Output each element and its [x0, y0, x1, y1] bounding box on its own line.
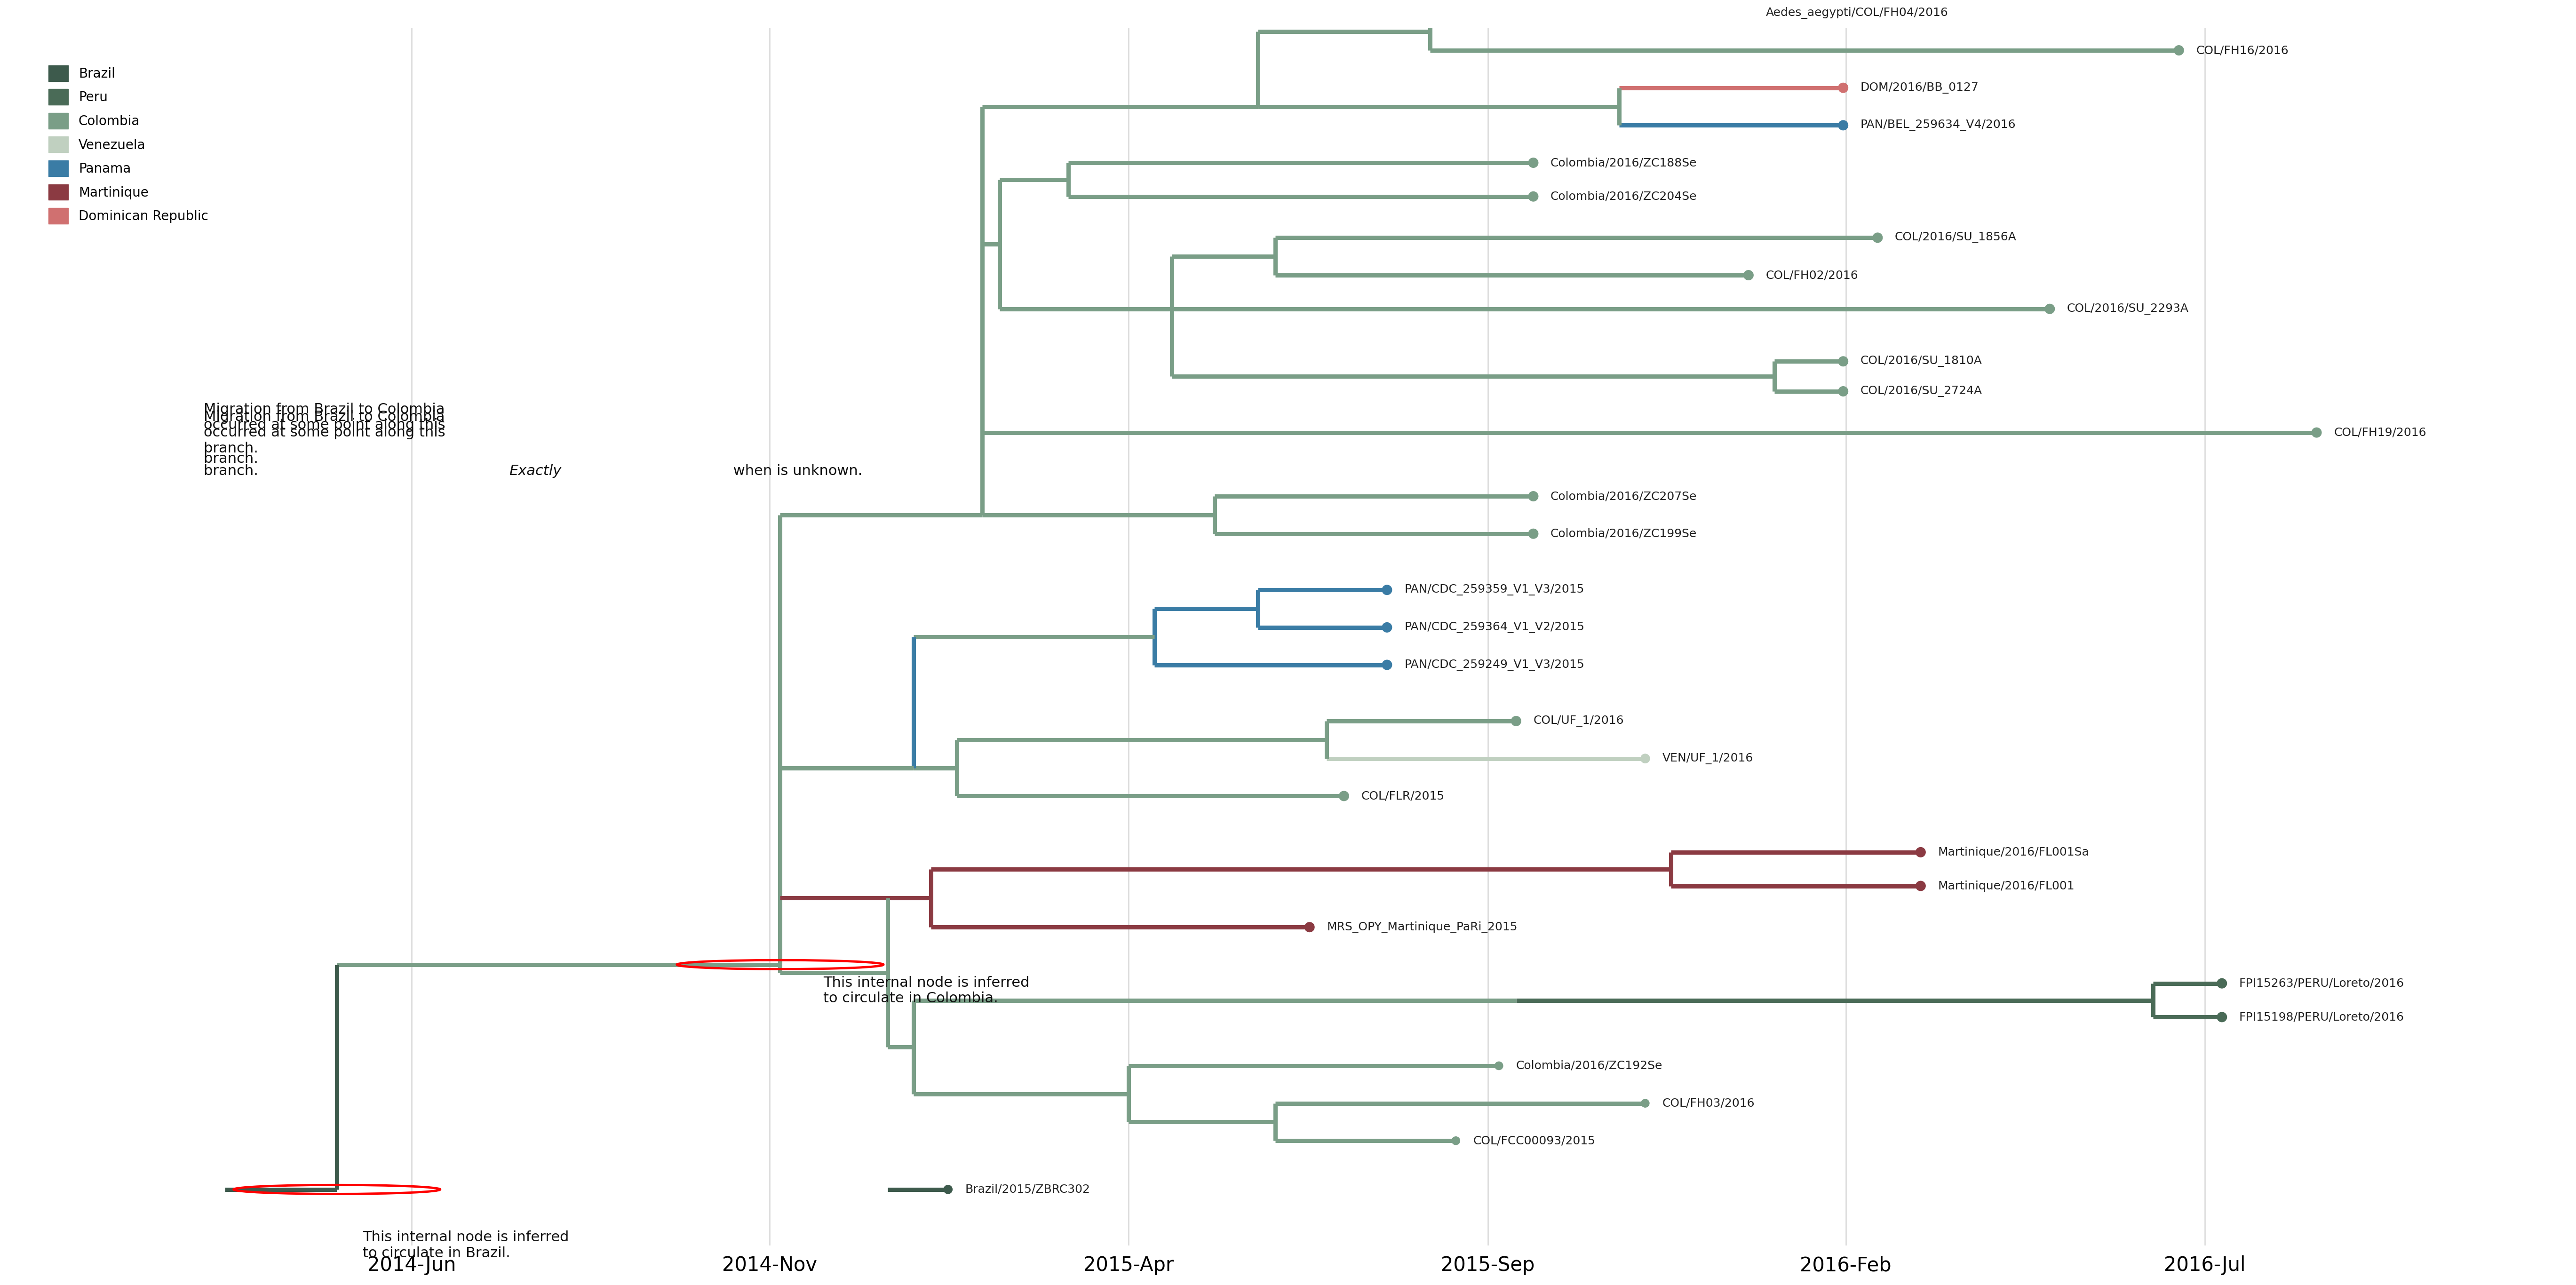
Point [1824, 382, 1865, 402]
Point [1857, 227, 1899, 248]
Text: branch.: branch. [204, 464, 263, 478]
Point [1824, 114, 1865, 135]
Text: FPI15263/PERU/Loreto/2016: FPI15263/PERU/Loreto/2016 [2239, 978, 2403, 989]
Text: Colombia/2016/ZC192Se: Colombia/2016/ZC192Se [1517, 1060, 1662, 1072]
Legend: Brazil, Peru, Colombia, Venezuela, Panama, Martinique, Dominican Republic: Brazil, Peru, Colombia, Venezuela, Panam… [41, 59, 214, 230]
Point [1512, 523, 1553, 544]
Text: VEN/UF_1/2016: VEN/UF_1/2016 [1662, 753, 1754, 765]
Text: COL/2016/SU_1856A: COL/2016/SU_1856A [1896, 233, 2017, 243]
Text: COL/2016/SU_2724A: COL/2016/SU_2724A [1860, 386, 1984, 397]
Text: Colombia/2016/ZC204Se: Colombia/2016/ZC204Se [1551, 191, 1698, 202]
Text: Migration from Brazil to Colombia
occurred at some point along this: Migration from Brazil to Colombia occurr… [204, 402, 446, 432]
Text: COL/FCC00093/2015: COL/FCC00093/2015 [1473, 1135, 1595, 1146]
Point [927, 1180, 969, 1200]
Point [1824, 351, 1865, 371]
Text: COL/FH16/2016: COL/FH16/2016 [2197, 45, 2287, 57]
Point [1288, 917, 1329, 938]
Point [1512, 486, 1553, 506]
Text: Migration from Brazil to Colombia
occurred at some point along this
branch.: Migration from Brazil to Colombia occurr… [204, 410, 446, 455]
Text: Martinique/2016/FL001Sa: Martinique/2016/FL001Sa [1937, 847, 2089, 858]
Text: DOM/2016/BB_0127: DOM/2016/BB_0127 [1860, 82, 1978, 94]
Text: This internal node is inferred
to circulate in Brazil.: This internal node is inferred to circul… [363, 1231, 569, 1261]
Point [1497, 711, 1538, 731]
Text: PAN/CDC_259364_V1_V2/2015: PAN/CDC_259364_V1_V2/2015 [1404, 622, 1584, 634]
Point [1435, 1131, 1476, 1151]
Point [1365, 654, 1406, 675]
Point [1728, 265, 1770, 285]
Point [1512, 153, 1553, 173]
Point [2295, 423, 2336, 443]
Text: Brazil/2015/ZBRC302: Brazil/2015/ZBRC302 [966, 1183, 1090, 1195]
Text: FPI15198/PERU/Loreto/2016: FPI15198/PERU/Loreto/2016 [2239, 1011, 2403, 1023]
Point [1625, 1094, 1667, 1114]
Text: MRS_OPY_Martinique_PaRi_2015: MRS_OPY_Martinique_PaRi_2015 [1327, 921, 1517, 933]
Text: when is unknown.: when is unknown. [729, 464, 863, 478]
Text: COL/FLR/2015: COL/FLR/2015 [1360, 790, 1445, 802]
Text: Colombia/2016/ZC188Se: Colombia/2016/ZC188Se [1551, 157, 1698, 168]
Text: COL/2016/SU_1810A: COL/2016/SU_1810A [1860, 356, 1981, 368]
Point [1365, 617, 1406, 637]
Text: COL/FH19/2016: COL/FH19/2016 [2334, 427, 2427, 438]
Text: This internal node is inferred
to circulate in Colombia.: This internal node is inferred to circul… [824, 975, 1030, 1005]
Text: Colombia/2016/ZC207Se: Colombia/2016/ZC207Se [1551, 491, 1698, 502]
Text: Exactly: Exactly [510, 464, 562, 478]
Text: COL/FH02/2016: COL/FH02/2016 [1765, 270, 1857, 281]
Text: COL/UF_1/2016: COL/UF_1/2016 [1533, 716, 1623, 727]
Text: COL/FH03/2016: COL/FH03/2016 [1662, 1097, 1754, 1109]
Point [1824, 77, 1865, 98]
Text: Colombia/2016/ZC199Se: Colombia/2016/ZC199Se [1551, 528, 1698, 540]
Point [1365, 580, 1406, 600]
Text: PAN/BEL_259634_V4/2016: PAN/BEL_259634_V4/2016 [1860, 120, 2017, 131]
Text: PAN/CDC_259249_V1_V3/2015: PAN/CDC_259249_V1_V3/2015 [1404, 659, 1584, 671]
Text: branch.: branch. [204, 452, 263, 465]
Point [2202, 973, 2244, 993]
Text: COL/2016/SU_2293A: COL/2016/SU_2293A [2066, 303, 2190, 315]
Point [2202, 1006, 2244, 1027]
Point [1728, 3, 1770, 23]
Point [1901, 842, 1942, 862]
Point [1901, 875, 1942, 896]
Point [1324, 785, 1365, 806]
Point [2159, 40, 2200, 60]
Point [1625, 748, 1667, 768]
Point [2030, 298, 2071, 319]
Point [1512, 186, 1553, 207]
Text: Martinique/2016/FL001: Martinique/2016/FL001 [1937, 880, 2074, 892]
Point [1479, 1055, 1520, 1076]
Text: Aedes_aegypti/COL/FH04/2016: Aedes_aegypti/COL/FH04/2016 [1765, 6, 1947, 19]
Text: PAN/CDC_259359_V1_V3/2015: PAN/CDC_259359_V1_V3/2015 [1404, 585, 1584, 595]
